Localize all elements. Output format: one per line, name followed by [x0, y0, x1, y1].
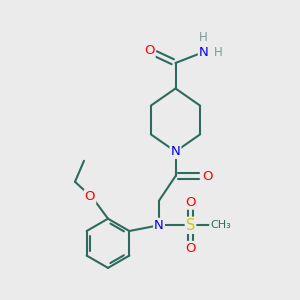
Text: CH₃: CH₃	[210, 220, 231, 230]
Text: O: O	[185, 196, 196, 209]
Text: O: O	[85, 190, 95, 203]
Text: H: H	[199, 31, 208, 44]
Text: O: O	[185, 242, 196, 255]
Text: N: N	[199, 46, 208, 59]
Text: O: O	[144, 44, 155, 58]
Text: H: H	[214, 46, 223, 59]
Text: O: O	[202, 169, 212, 183]
Text: N: N	[154, 219, 164, 232]
Text: N: N	[171, 145, 180, 158]
Text: S: S	[186, 218, 195, 233]
